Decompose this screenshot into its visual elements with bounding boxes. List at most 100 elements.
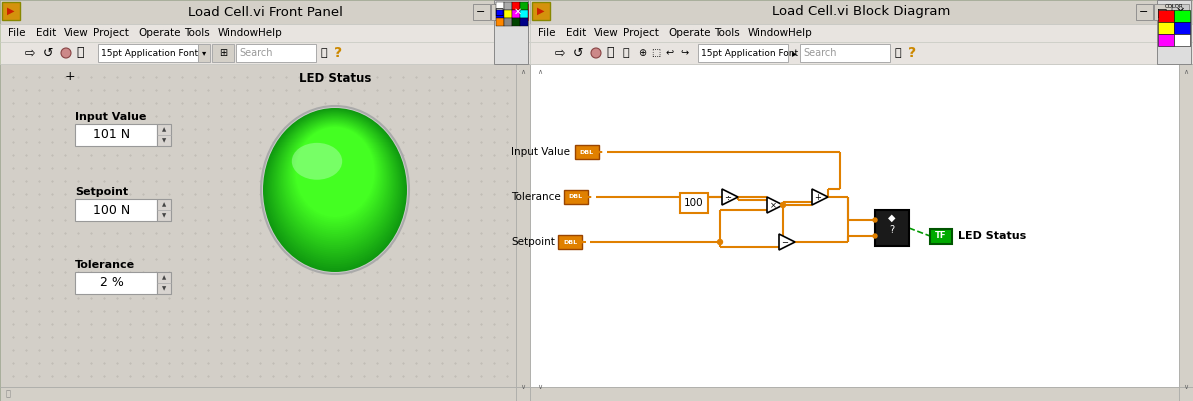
- Bar: [517, 64, 530, 387]
- Text: Help: Help: [787, 28, 811, 38]
- Bar: [0, 0, 530, 401]
- Text: DBL: DBL: [580, 150, 594, 154]
- Text: ▲: ▲: [162, 128, 166, 132]
- Text: View: View: [64, 28, 89, 38]
- Text: 15pt Application Font: 15pt Application Font: [701, 49, 798, 57]
- Text: Search: Search: [803, 48, 836, 58]
- Ellipse shape: [285, 121, 384, 234]
- Bar: [1136, 4, 1152, 20]
- Bar: [1158, 10, 1174, 22]
- Bar: [1179, 387, 1193, 401]
- Bar: [1158, 22, 1174, 34]
- Bar: [198, 44, 210, 62]
- Ellipse shape: [290, 124, 381, 227]
- Text: ▲: ▲: [162, 275, 166, 281]
- Text: Load Cell.vi Front Panel: Load Cell.vi Front Panel: [187, 6, 342, 18]
- Ellipse shape: [265, 109, 404, 268]
- Bar: [801, 44, 890, 62]
- Bar: [1158, 34, 1174, 46]
- Text: ▸: ▸: [792, 48, 797, 58]
- Polygon shape: [722, 189, 738, 205]
- Bar: [530, 387, 1179, 401]
- Text: Edit: Edit: [36, 28, 56, 38]
- Text: 💡: 💡: [623, 48, 630, 58]
- Bar: [520, 10, 528, 18]
- Bar: [698, 44, 789, 62]
- Bar: [503, 18, 512, 26]
- Text: ▾: ▾: [202, 49, 206, 57]
- Ellipse shape: [61, 48, 72, 58]
- Ellipse shape: [266, 110, 403, 266]
- Ellipse shape: [272, 113, 398, 257]
- Text: ?: ?: [334, 46, 342, 60]
- Text: ∨: ∨: [537, 384, 543, 390]
- Bar: [75, 272, 157, 294]
- Bar: [530, 42, 1193, 64]
- Bar: [1172, 4, 1189, 20]
- Text: ?: ?: [890, 225, 895, 235]
- Bar: [157, 124, 171, 146]
- Bar: [0, 0, 530, 24]
- Ellipse shape: [274, 115, 396, 253]
- Text: Tolerance: Tolerance: [75, 260, 135, 270]
- Bar: [558, 235, 582, 249]
- Bar: [496, 18, 503, 26]
- Ellipse shape: [279, 117, 391, 245]
- Text: Tools: Tools: [713, 28, 740, 38]
- Bar: [520, 18, 528, 26]
- Polygon shape: [812, 189, 828, 205]
- Bar: [503, 2, 512, 10]
- Ellipse shape: [293, 126, 377, 221]
- Ellipse shape: [271, 113, 400, 259]
- Text: 🔍: 🔍: [895, 48, 902, 58]
- Bar: [0, 24, 530, 42]
- Text: 🔍: 🔍: [321, 48, 327, 58]
- Text: −: −: [1139, 7, 1149, 17]
- Text: ↩: ↩: [666, 48, 674, 58]
- Ellipse shape: [278, 116, 392, 247]
- Ellipse shape: [280, 118, 389, 242]
- Circle shape: [780, 203, 785, 207]
- Bar: [1179, 64, 1193, 387]
- Ellipse shape: [292, 143, 342, 180]
- Ellipse shape: [289, 123, 382, 229]
- Bar: [1157, 0, 1191, 64]
- Text: ⏸: ⏸: [606, 47, 613, 59]
- Bar: [1174, 34, 1189, 46]
- Text: ⇨: ⇨: [555, 47, 565, 59]
- Polygon shape: [779, 234, 795, 250]
- Text: Tolerance: Tolerance: [511, 192, 561, 202]
- Text: Window: Window: [218, 28, 259, 38]
- Ellipse shape: [261, 106, 409, 274]
- Ellipse shape: [291, 124, 379, 225]
- Bar: [1174, 10, 1189, 22]
- Bar: [530, 0, 1193, 24]
- Bar: [75, 199, 157, 221]
- Bar: [512, 18, 520, 26]
- Text: ÷: ÷: [724, 194, 731, 203]
- Text: Load Cell.vi Block Diagram: Load Cell.vi Block Diagram: [772, 6, 950, 18]
- Text: ?: ?: [908, 46, 916, 60]
- Text: ⊞: ⊞: [220, 48, 227, 58]
- Text: ∨: ∨: [520, 384, 526, 390]
- Text: ⏸: ⏸: [76, 47, 84, 59]
- Text: ↺: ↺: [43, 47, 54, 59]
- Text: 15pt Application Font: 15pt Application Font: [101, 49, 198, 57]
- Text: DBL: DBL: [563, 239, 577, 245]
- Bar: [517, 387, 530, 401]
- Bar: [157, 199, 171, 221]
- Text: File: File: [538, 28, 556, 38]
- Text: View: View: [594, 28, 619, 38]
- Text: ◆: ◆: [889, 213, 896, 223]
- Text: Operate: Operate: [138, 28, 180, 38]
- Ellipse shape: [264, 109, 406, 270]
- Text: Project: Project: [93, 28, 129, 38]
- Bar: [874, 210, 909, 246]
- Bar: [503, 10, 512, 18]
- Bar: [496, 2, 503, 10]
- Text: ↺: ↺: [573, 47, 583, 59]
- Bar: [512, 10, 520, 18]
- Bar: [75, 124, 157, 146]
- Ellipse shape: [283, 120, 387, 238]
- Text: ▼: ▼: [162, 213, 166, 219]
